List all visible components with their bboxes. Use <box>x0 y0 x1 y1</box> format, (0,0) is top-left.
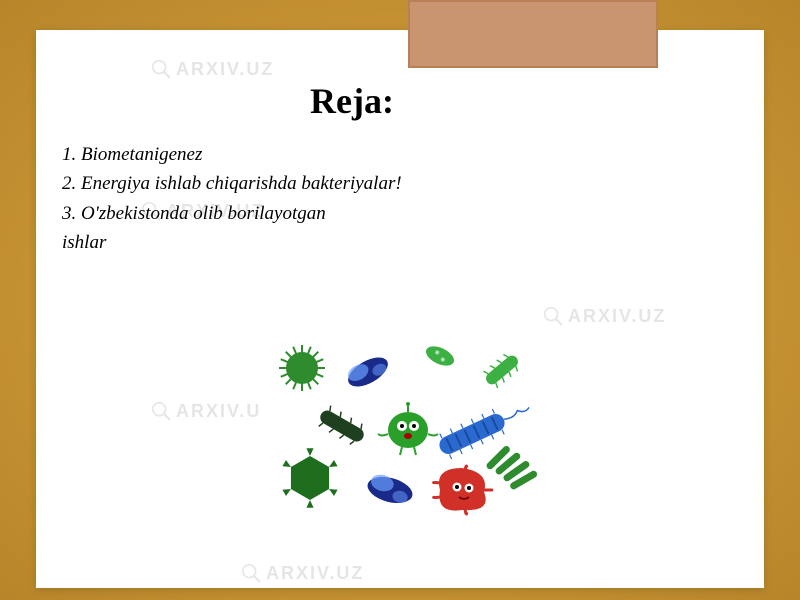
plan-list: 1. Biometanigenez2. Energiya ishlab chiq… <box>62 140 402 258</box>
microbe-icon <box>480 349 523 390</box>
accent-box <box>408 0 658 68</box>
microbe-icon <box>343 351 392 393</box>
microbe-icon <box>279 345 325 391</box>
microbe-icon <box>434 466 492 514</box>
list-item: 3. O'zbekistonda olib borilayotgan <box>62 199 402 228</box>
microbe-icon <box>315 404 369 449</box>
list-item: 2. Energiya ishlab chiqarishda bakteriya… <box>62 169 402 198</box>
list-item: 1. Biometanigenez <box>62 140 402 169</box>
microbe-icon <box>365 472 416 508</box>
microbe-icon <box>434 395 535 462</box>
microbe-icon <box>282 448 337 508</box>
slide-title: Reja: <box>310 80 394 122</box>
microbe-icon <box>423 342 457 369</box>
list-item: ishlar <box>62 228 402 257</box>
microbe-icon <box>378 402 438 455</box>
slide-background: ARXIV.UZARXIV.UZARXIV.UZARXIV.UZARXIV.UZ… <box>0 0 800 600</box>
bacteria-illustration <box>262 330 540 520</box>
